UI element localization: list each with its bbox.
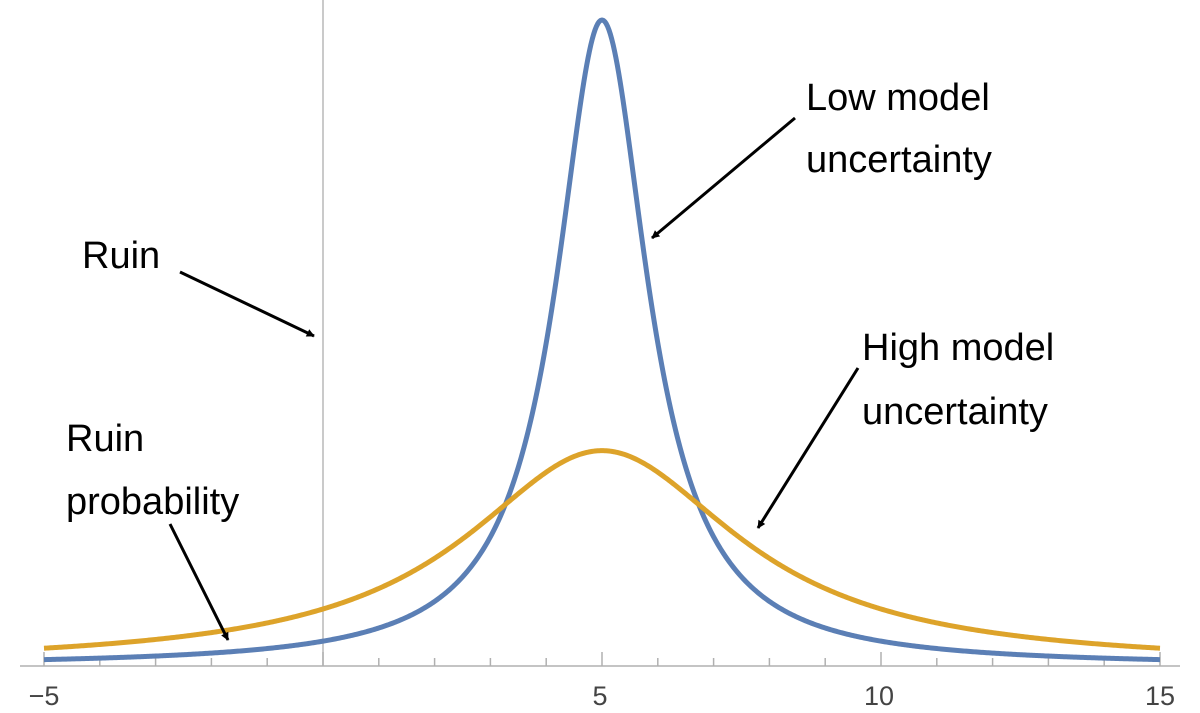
annotation-prob-line1: Ruin [66,418,144,460]
annotation-high-model-uncertainty: High model uncertainty [756,327,1054,529]
arrow-ruin [179,270,315,338]
annotation-high-line2: uncertainty [862,391,1048,433]
annotation-ruin-line1: Ruin [82,235,160,277]
arrow-low [651,116,796,240]
x-tick-label: 5 [592,681,607,711]
x-tick-label: 10 [864,681,894,711]
x-axis: −5 5 10 15 [20,652,1180,711]
annotation-low-line2: uncertainty [806,139,992,181]
annotation-ruin-probability: Ruin probability [66,418,239,641]
annotation-prob-line2: probability [66,481,239,523]
x-tick-label: −5 [29,681,60,711]
arrow-prob [168,523,230,641]
series-layer [42,17,1162,663]
annotation-high-line1: High model [862,327,1054,369]
annotation-low-line1: Low model [806,77,990,119]
x-tick-label: 15 [1145,681,1175,711]
series-line [42,448,1162,651]
series-line [42,17,1162,663]
annotation-low-model-uncertainty: Low model uncertainty [651,77,992,240]
arrow-high [756,367,860,529]
annotation-ruin: Ruin [82,235,315,338]
